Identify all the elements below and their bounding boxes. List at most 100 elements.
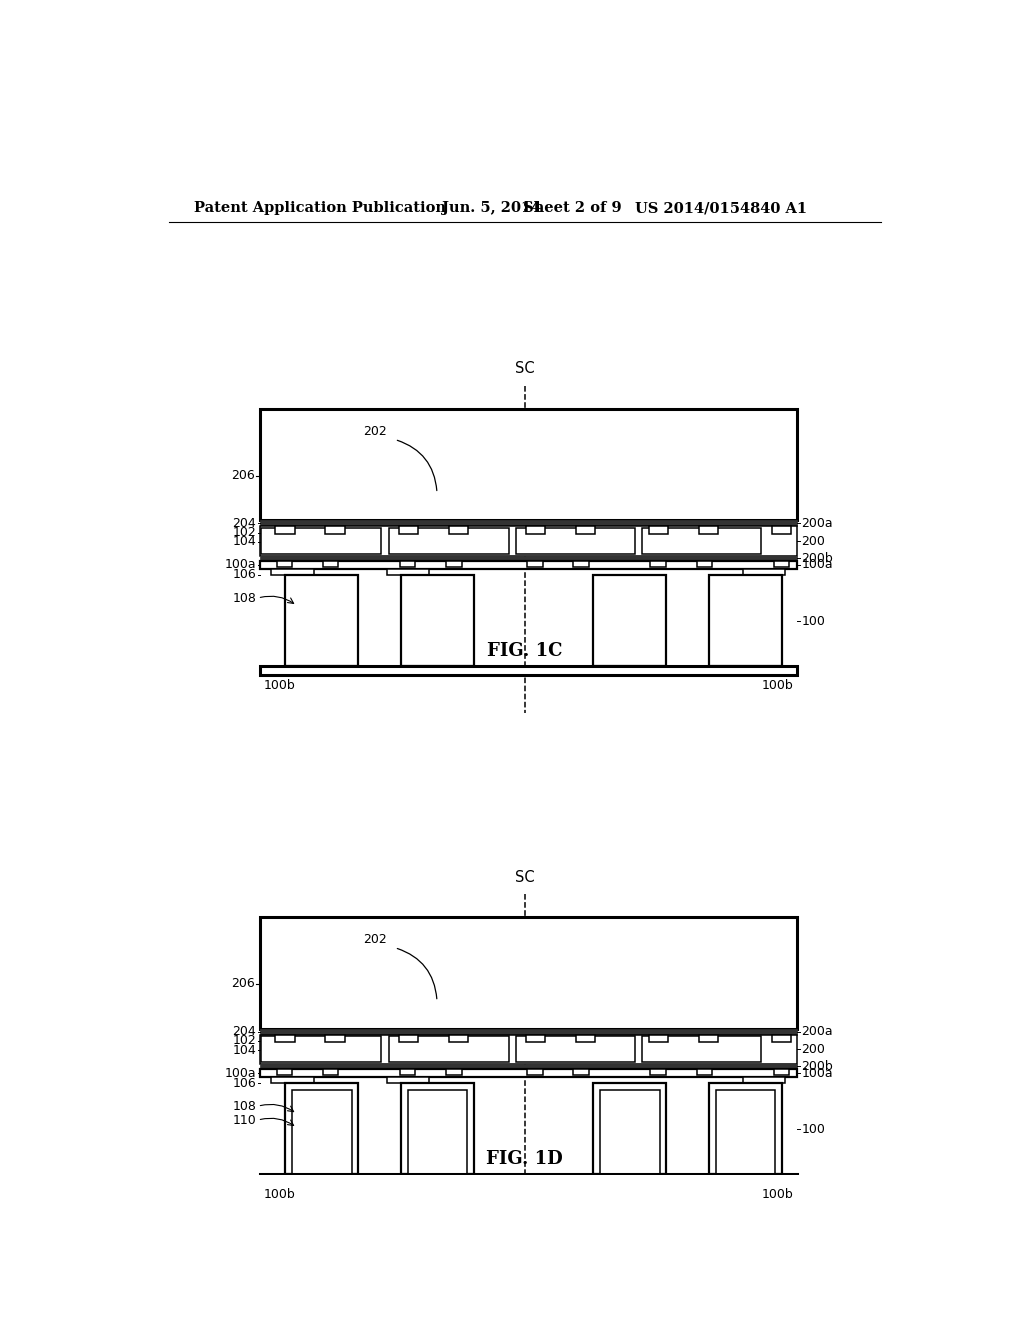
Text: 200: 200 xyxy=(801,535,825,548)
Bar xyxy=(525,1035,545,1043)
Bar xyxy=(389,528,509,554)
Text: 100a: 100a xyxy=(224,1067,256,1080)
Bar xyxy=(260,917,797,1028)
Bar xyxy=(642,1036,761,1063)
Bar xyxy=(696,561,712,568)
Bar xyxy=(449,1035,468,1043)
Bar xyxy=(260,1173,797,1183)
Bar xyxy=(573,1069,589,1076)
Bar xyxy=(260,1028,797,1035)
Text: Jun. 5, 2014: Jun. 5, 2014 xyxy=(442,202,542,215)
Bar xyxy=(696,1069,712,1076)
Bar xyxy=(323,1069,339,1076)
Bar xyxy=(260,665,797,675)
Text: SC: SC xyxy=(515,362,535,376)
Bar xyxy=(773,1069,788,1076)
Bar xyxy=(593,1084,667,1173)
Bar xyxy=(260,556,797,561)
Bar xyxy=(260,520,797,527)
Bar xyxy=(525,527,545,535)
Bar xyxy=(326,527,345,535)
Bar xyxy=(593,576,667,665)
Bar xyxy=(286,1084,358,1173)
Bar xyxy=(276,1069,292,1076)
Text: 106: 106 xyxy=(232,569,256,582)
Text: SC: SC xyxy=(515,870,535,884)
Bar xyxy=(716,1090,775,1173)
Bar xyxy=(261,528,381,554)
Bar xyxy=(650,1069,666,1076)
Text: 100a: 100a xyxy=(801,558,833,572)
Bar xyxy=(260,561,797,569)
Bar xyxy=(292,1090,351,1173)
Bar xyxy=(650,561,666,568)
Text: 200b: 200b xyxy=(801,1060,833,1073)
Bar xyxy=(275,527,295,535)
Text: 102: 102 xyxy=(232,527,256,539)
Bar xyxy=(515,1036,635,1063)
Text: 100b: 100b xyxy=(263,680,295,693)
Bar xyxy=(527,561,543,568)
Text: 108: 108 xyxy=(232,591,256,605)
Bar xyxy=(742,1077,785,1084)
Bar xyxy=(698,1035,718,1043)
Bar xyxy=(400,561,416,568)
Bar xyxy=(400,576,474,665)
Bar xyxy=(398,1035,418,1043)
Bar xyxy=(649,1035,668,1043)
Text: FIG. 1D: FIG. 1D xyxy=(486,1151,563,1168)
Bar xyxy=(772,527,792,535)
Text: 200a: 200a xyxy=(801,517,833,529)
Text: 202: 202 xyxy=(364,425,387,438)
Bar xyxy=(709,1084,782,1173)
Bar xyxy=(260,1035,797,1064)
Bar xyxy=(709,576,782,665)
Text: 200: 200 xyxy=(801,1043,825,1056)
Bar xyxy=(400,1084,474,1173)
Bar xyxy=(389,1036,509,1063)
Text: 206: 206 xyxy=(230,977,255,990)
Text: 200b: 200b xyxy=(801,552,833,565)
Bar xyxy=(387,1077,429,1084)
Bar xyxy=(527,1069,543,1076)
Bar xyxy=(600,1090,659,1173)
Text: 110: 110 xyxy=(232,1114,256,1127)
Bar xyxy=(260,1069,797,1077)
Text: 204: 204 xyxy=(232,1026,256,1038)
Bar xyxy=(772,1035,792,1043)
Text: 100: 100 xyxy=(801,1123,825,1137)
Text: 206: 206 xyxy=(230,469,255,482)
Text: 100: 100 xyxy=(801,615,825,628)
Bar xyxy=(698,527,718,535)
Bar xyxy=(575,527,595,535)
Bar xyxy=(276,561,292,568)
Text: US 2014/0154840 A1: US 2014/0154840 A1 xyxy=(635,202,807,215)
Bar xyxy=(398,527,418,535)
Text: 202: 202 xyxy=(364,933,387,946)
Bar xyxy=(408,1090,467,1173)
Bar xyxy=(400,1069,416,1076)
Text: 104: 104 xyxy=(232,536,256,548)
Bar xyxy=(446,561,462,568)
Bar xyxy=(260,527,797,556)
Text: 106: 106 xyxy=(232,1077,256,1090)
Bar xyxy=(387,569,429,576)
Text: 100b: 100b xyxy=(762,680,794,693)
Text: 200a: 200a xyxy=(801,1026,833,1038)
Bar xyxy=(649,527,668,535)
Bar xyxy=(575,1035,595,1043)
Bar xyxy=(773,561,788,568)
Text: 204: 204 xyxy=(232,517,256,529)
Bar xyxy=(261,1036,381,1063)
Text: 100a: 100a xyxy=(224,558,256,572)
Text: 100a: 100a xyxy=(801,1067,833,1080)
Bar xyxy=(286,576,358,665)
Bar xyxy=(275,1035,295,1043)
Text: 102: 102 xyxy=(232,1035,256,1047)
Bar xyxy=(260,1064,797,1069)
Text: 100b: 100b xyxy=(263,1188,295,1201)
Bar xyxy=(271,1077,313,1084)
Text: 100b: 100b xyxy=(762,1188,794,1201)
Text: 108: 108 xyxy=(232,1100,256,1113)
Bar xyxy=(642,528,761,554)
